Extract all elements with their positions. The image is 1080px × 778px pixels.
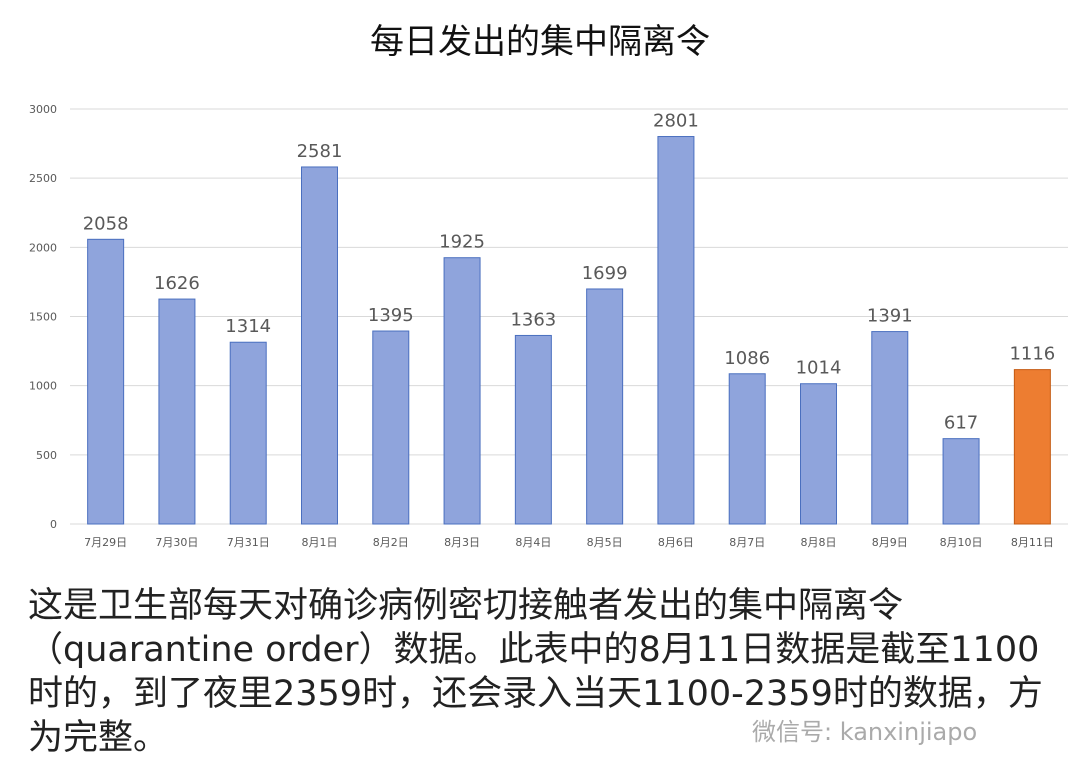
bar [229,341,267,525]
x-tick-label: 8月9日 [872,536,908,549]
data-label: 1116 [1009,344,1055,365]
bar [728,373,766,525]
bar-chart: 0 500 1000 1500 2000 2500 3000 2058 7月29日 1626 7月3… [29,103,1068,549]
x-tick-label: 8月10日 [940,536,983,549]
x-tick-label: 8月2日 [373,536,409,549]
bar [942,438,980,525]
data-label: 1925 [439,232,485,253]
wechat-watermark: 微信号: kanxinjiapo [752,718,978,746]
x-tick-label: 7月30日 [155,536,198,549]
y-tick-label: 0 [50,518,57,531]
bar [372,330,410,525]
data-label: 1314 [225,316,271,337]
x-tick-label: 8月5日 [587,536,623,549]
x-tick-label: 8月8日 [801,536,837,549]
y-tick-label: 1000 [29,380,57,393]
x-tick-label: 8月4日 [515,536,551,549]
data-label: 1391 [867,306,913,327]
bar [1013,369,1051,525]
x-tick-label: 8月7日 [729,536,765,549]
x-tick-label: 7月31日 [227,536,270,549]
x-tick-label: 8月11日 [1011,536,1054,549]
x-tick-label: 7月29日 [84,536,127,549]
bar [301,166,338,525]
data-label: 1395 [368,305,414,326]
data-label: 617 [944,413,978,434]
x-tick-label: 8月3日 [444,536,480,549]
caption-text: 这是卫生部每天对确诊病例密切接触者发出的集中隔离令（quarantine ord… [28,586,1043,758]
bar [657,136,695,525]
y-tick-label: 2500 [29,172,57,185]
bar [514,334,552,525]
bar [871,331,909,525]
bar [158,298,196,525]
data-label: 2581 [297,141,343,162]
bar [800,383,837,525]
y-tick-label: 2000 [29,241,57,254]
data-label: 1014 [796,358,842,379]
x-tick-label: 8月1日 [302,536,338,549]
y-tick-label: 500 [36,449,57,462]
bar [87,238,125,525]
data-label: 1626 [154,273,200,294]
bar [443,257,481,525]
chart-title: 每日发出的集中隔离令 [370,22,710,62]
data-label: 1699 [582,263,628,284]
data-label: 2801 [653,111,699,132]
data-label: 1363 [510,309,556,330]
data-label: 2058 [83,213,129,234]
data-label: 1086 [724,348,770,369]
y-tick-label: 1500 [29,311,57,324]
x-tick-label: 8月6日 [658,536,694,549]
bar [586,288,624,525]
y-tick-label: 3000 [29,103,57,116]
